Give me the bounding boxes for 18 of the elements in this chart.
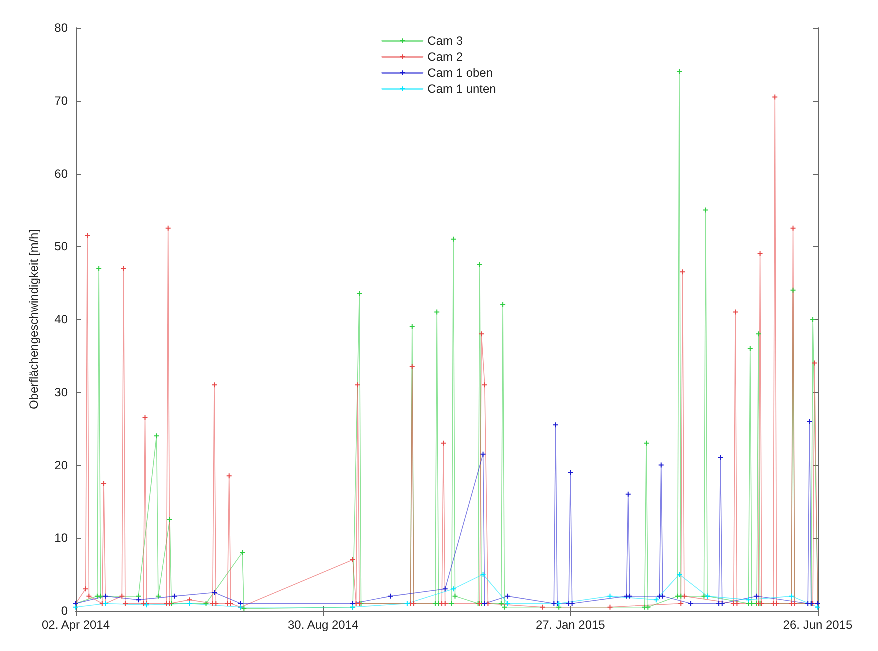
y-axis-title: Oberflächengeschwindigkeit [m/h]	[27, 229, 41, 410]
y-tick-label: 80	[54, 21, 68, 35]
y-tick-label: 50	[54, 240, 68, 254]
legend-label: Cam 2	[428, 50, 464, 64]
y-tick-label: 30	[54, 385, 68, 400]
y-tick-label: 10	[54, 531, 68, 546]
x-tick-label: 27. Jan 2015	[536, 618, 606, 632]
legend-label: Cam 3	[428, 34, 464, 48]
legend-label: Cam 1 oben	[428, 66, 494, 80]
y-tick-label: 70	[54, 94, 68, 108]
y-tick-label: 60	[54, 166, 68, 181]
x-tick-label: 30. Aug 2014	[288, 618, 360, 632]
x-tick-label: 26. Jun 2015	[783, 618, 854, 632]
legend-label: Cam 1 unten	[428, 82, 496, 96]
y-tick-label: 0	[61, 604, 68, 618]
x-tick-label: 02. Apr 2014	[42, 618, 110, 632]
y-tick-label: 40	[54, 312, 68, 326]
y-tick-label: 20	[54, 458, 68, 472]
